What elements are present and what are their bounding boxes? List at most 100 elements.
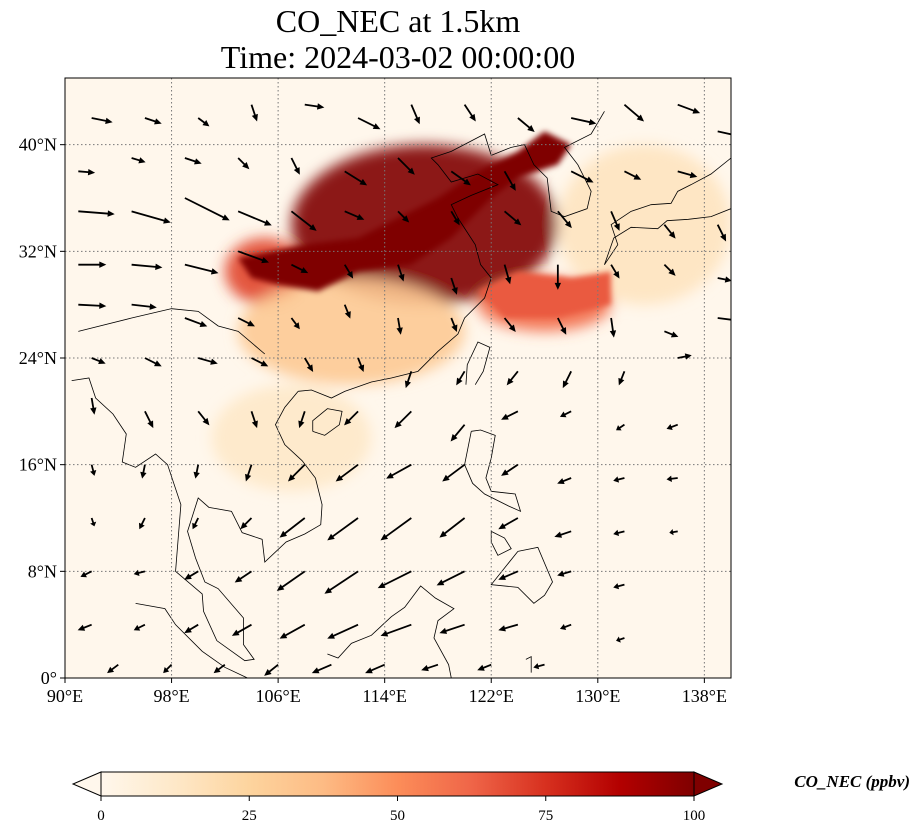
wind-arrow-37 bbox=[716, 224, 727, 242]
wind-arrow-67 bbox=[251, 357, 269, 367]
wind-arrow-73 bbox=[562, 370, 572, 389]
chart-title-line-2: Time: 2024-03-02 00:00:00 bbox=[221, 39, 575, 75]
wind-arrow-133 bbox=[616, 636, 625, 643]
wind-arrow-106 bbox=[380, 517, 412, 541]
wind-arrow-126 bbox=[231, 623, 252, 636]
y-tick-label-5: 40°N bbox=[19, 135, 57, 155]
wind-arrow-20 bbox=[450, 170, 471, 186]
coastline-6 bbox=[71, 377, 323, 662]
wind-arrow-61 bbox=[609, 317, 617, 338]
wind-arrow-46 bbox=[503, 264, 512, 285]
wind-arrow-47 bbox=[554, 264, 562, 290]
colorbar-over-extension bbox=[693, 771, 724, 797]
wind-arrow-93 bbox=[335, 463, 359, 482]
wind-arrow-102 bbox=[192, 517, 200, 530]
wind-arrow-80 bbox=[298, 411, 306, 429]
wind-arrow-54 bbox=[237, 317, 255, 327]
colorbar-tick-label-3: 75 bbox=[538, 808, 553, 824]
wind-arrow-76 bbox=[90, 397, 97, 415]
wind-arrow-50 bbox=[717, 276, 731, 283]
wind-arrow-89 bbox=[140, 464, 147, 479]
wind-arrow-75 bbox=[677, 353, 692, 360]
wind-arrow-24 bbox=[677, 170, 698, 179]
wind-arrow-38 bbox=[78, 261, 107, 268]
x-tick-label-1: 98°E bbox=[153, 686, 189, 706]
wind-arrow-77 bbox=[144, 410, 154, 429]
colorbar-under-extension bbox=[71, 771, 102, 797]
wind-arrow-120 bbox=[498, 570, 519, 580]
wind-arrow-22 bbox=[570, 170, 594, 183]
coastline-1 bbox=[524, 111, 605, 218]
wind-arrow-110 bbox=[613, 529, 625, 536]
wind-arrow-49 bbox=[663, 264, 676, 276]
wind-arrow-17 bbox=[290, 157, 300, 175]
wind-arrow-41 bbox=[237, 250, 269, 264]
wind-arrow-123 bbox=[77, 623, 92, 631]
wind-arrow-62 bbox=[664, 330, 679, 338]
wind-arrow-58 bbox=[450, 317, 458, 332]
wind-arrow-5 bbox=[357, 117, 381, 130]
wind-arrow-92 bbox=[287, 464, 306, 482]
wind-arrow-74 bbox=[618, 370, 626, 386]
coastline-10 bbox=[490, 530, 512, 556]
wind-arrow-129 bbox=[380, 623, 412, 637]
wind-arrow-87 bbox=[666, 423, 679, 430]
wind-arrow-26 bbox=[131, 210, 171, 224]
wind-arrow-98 bbox=[613, 476, 625, 483]
wind-arrow-105 bbox=[327, 517, 359, 541]
wind-arrow-108 bbox=[498, 517, 519, 530]
wind-arrow-0 bbox=[91, 117, 113, 124]
y-tick-label-1: 8°N bbox=[28, 561, 57, 581]
x-axis: 90°E 98°E 106°E 114°E 122°E 130°E 138°E bbox=[47, 678, 727, 706]
coastline-8 bbox=[327, 585, 455, 678]
wind-arrow-59 bbox=[503, 317, 516, 332]
wind-arrow-138 bbox=[311, 663, 332, 674]
wind-arrow-8 bbox=[517, 117, 535, 132]
wind-arrow-19 bbox=[397, 157, 415, 175]
wind-arrow-81 bbox=[344, 410, 359, 426]
wind-arrow-21 bbox=[503, 170, 516, 191]
wind-arrow-96 bbox=[501, 463, 519, 476]
wind-arrow-12 bbox=[717, 130, 731, 136]
x-tick-label-6: 138°E bbox=[682, 686, 727, 706]
wind-arrow-34 bbox=[557, 210, 572, 229]
wind-arrow-11 bbox=[677, 103, 701, 114]
coastline-12 bbox=[525, 656, 532, 673]
wind-arrow-132 bbox=[559, 623, 572, 630]
wind-arrow-86 bbox=[616, 423, 625, 431]
coastline-9 bbox=[464, 429, 522, 513]
wind-arrow-95 bbox=[442, 463, 466, 482]
colorbar-tick-label-4: 100 bbox=[683, 808, 706, 824]
wind-arrow-83 bbox=[450, 424, 466, 442]
colorbar-ticks: 0 25 50 75 100 bbox=[97, 796, 705, 824]
wind-arrow-109 bbox=[554, 530, 572, 538]
wind-arrow-18 bbox=[344, 170, 368, 186]
wind-arrow-130 bbox=[439, 623, 465, 634]
wind-arrow-1 bbox=[144, 117, 162, 125]
wind-arrow-107 bbox=[439, 517, 466, 538]
wind-arrow-78 bbox=[197, 410, 210, 426]
wind-arrow-4 bbox=[304, 103, 325, 110]
wind-arrow-112 bbox=[80, 570, 93, 578]
coastline-5 bbox=[312, 408, 343, 436]
wind-arrow-42 bbox=[291, 263, 309, 274]
wind-arrow-122 bbox=[613, 583, 625, 590]
wind-arrow-23 bbox=[624, 170, 642, 180]
wind-arrow-72 bbox=[506, 370, 519, 386]
wind-arrow-71 bbox=[456, 370, 466, 386]
colorbar-body bbox=[100, 771, 695, 797]
wind-arrow-79 bbox=[250, 411, 258, 429]
wind-arrow-14 bbox=[131, 157, 146, 164]
wind-arrow-131 bbox=[498, 623, 519, 632]
coastlines bbox=[71, 111, 731, 678]
wind-arrow-68 bbox=[303, 357, 314, 372]
wind-arrow-31 bbox=[397, 210, 410, 223]
wind-arrow-40 bbox=[184, 263, 219, 275]
wind-arrow-100 bbox=[90, 517, 97, 527]
wind-arrow-135 bbox=[163, 664, 173, 674]
concentration-region-2 bbox=[238, 278, 465, 385]
wind-arrow-116 bbox=[276, 570, 306, 591]
wind-arrow-121 bbox=[557, 570, 572, 577]
wind-arrow-43 bbox=[343, 264, 354, 279]
wind-arrow-6 bbox=[410, 104, 420, 125]
